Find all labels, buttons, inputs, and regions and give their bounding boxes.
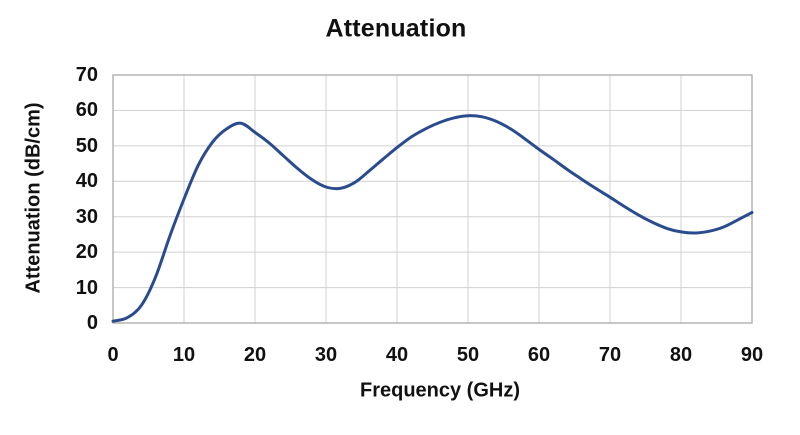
y-axis-title: Attenuation (dB/cm) bbox=[22, 102, 45, 294]
x-tick-label: 60 bbox=[527, 344, 551, 366]
x-axis-title: Frequency (GHz) bbox=[359, 379, 521, 402]
plot-border bbox=[112, 74, 753, 324]
x-tick-label: 20 bbox=[243, 344, 267, 366]
x-tick-label: 90 bbox=[740, 344, 764, 366]
y-tick-label: 20 bbox=[75, 241, 98, 264]
y-tick-label: 40 bbox=[75, 170, 98, 193]
x-tick-label: 0 bbox=[107, 344, 119, 366]
x-tick-label: 50 bbox=[456, 344, 480, 366]
chart-title: Attenuation bbox=[325, 14, 467, 43]
x-tick-label: 30 bbox=[314, 344, 338, 366]
attenuation-curve bbox=[111, 114, 754, 323]
y-tick-label: 70 bbox=[75, 64, 98, 86]
y-tick-label: 60 bbox=[75, 99, 98, 122]
y-tick-label: 30 bbox=[75, 205, 98, 228]
x-tick-label: 40 bbox=[385, 344, 409, 366]
y-tick-label: 10 bbox=[75, 276, 98, 299]
x-tick-label: 70 bbox=[598, 344, 622, 366]
y-tick-label: 50 bbox=[75, 134, 98, 157]
x-tick-label: 10 bbox=[172, 344, 196, 366]
y-tick-label: 0 bbox=[86, 312, 98, 334]
x-tick-label: 80 bbox=[669, 344, 693, 366]
